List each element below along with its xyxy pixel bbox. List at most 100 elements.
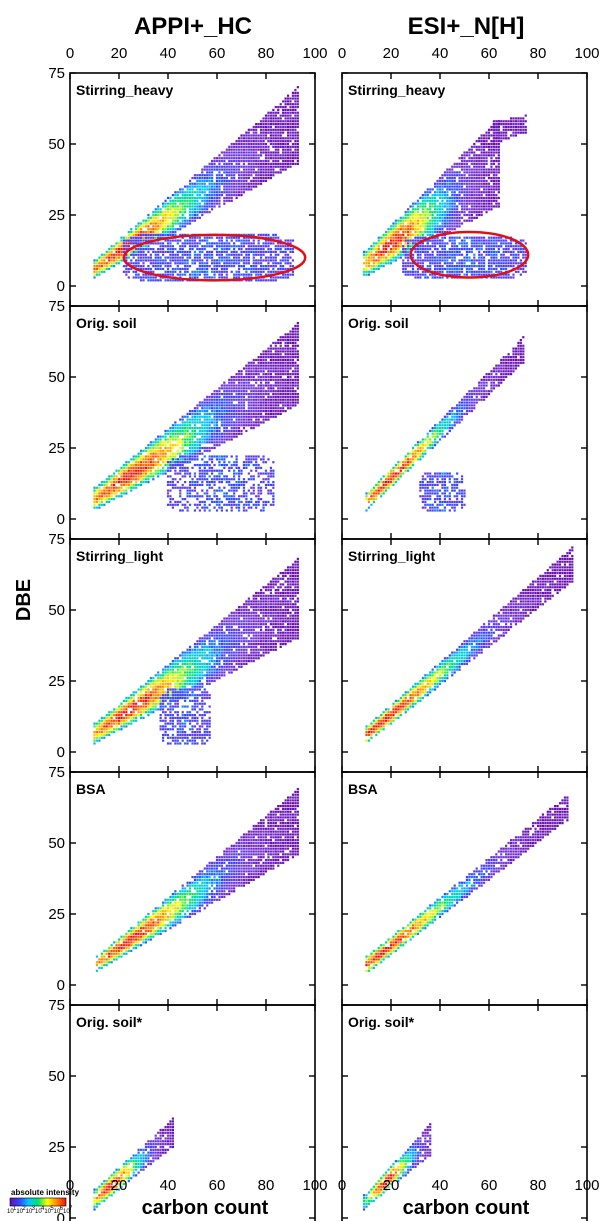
data-point [277, 128, 280, 131]
data-point [260, 381, 263, 384]
data-point [252, 162, 255, 165]
data-point [286, 165, 290, 168]
data-point [470, 176, 473, 180]
data-point [110, 475, 113, 478]
data-point [100, 489, 103, 492]
data-point [414, 239, 417, 242]
data-point [157, 444, 160, 447]
data-point [242, 176, 246, 180]
data-point [269, 162, 272, 165]
data-point [211, 398, 214, 401]
data-point [211, 245, 214, 248]
data-point [152, 230, 155, 234]
data-point [193, 176, 197, 180]
data-point [284, 165, 287, 168]
data-point [186, 418, 189, 421]
data-point [255, 131, 258, 134]
data-point [470, 270, 473, 273]
data-point [120, 247, 123, 251]
data-point [108, 492, 111, 495]
data-point [480, 185, 483, 188]
data-point [213, 424, 216, 427]
data-point [517, 253, 520, 256]
data-point [218, 162, 221, 165]
data-point [250, 387, 253, 390]
data-point [213, 182, 216, 185]
data-point [237, 424, 241, 427]
data-point [186, 262, 189, 265]
data-point [465, 176, 469, 180]
data-point [487, 208, 491, 211]
data-point [115, 469, 118, 472]
data-point [250, 270, 253, 273]
data-point [135, 472, 138, 475]
data-point [188, 219, 192, 222]
data-point [446, 222, 449, 225]
data-point [230, 415, 233, 418]
data-point [267, 162, 270, 165]
data-point [397, 225, 400, 228]
data-point [191, 446, 194, 450]
data-point [282, 142, 285, 146]
data-point [438, 250, 442, 254]
data-point [247, 421, 250, 424]
data-point [274, 265, 277, 268]
data-point [164, 216, 167, 219]
data-point [434, 219, 437, 222]
data-point [264, 174, 268, 177]
data-point [262, 140, 265, 143]
data-point [485, 253, 488, 256]
data-point [110, 489, 113, 492]
data-point [139, 466, 143, 469]
data-point [147, 265, 150, 268]
data-point [495, 259, 498, 262]
data-point [509, 134, 513, 137]
data-point [286, 262, 290, 265]
data-point [260, 162, 263, 165]
data-point [218, 409, 221, 413]
data-point [188, 185, 192, 188]
data-point [164, 446, 167, 450]
data-point [247, 145, 250, 148]
data-point [463, 239, 466, 242]
data-point [220, 245, 223, 248]
data-point [274, 140, 277, 143]
data-point [438, 245, 442, 248]
data-point [262, 270, 265, 273]
data-point [448, 273, 451, 276]
data-point [247, 381, 250, 384]
data-point [294, 154, 297, 157]
data-point [257, 384, 260, 387]
data-point [206, 236, 209, 239]
data-point [485, 202, 488, 205]
data-point [456, 162, 459, 165]
data-point [152, 441, 155, 444]
data-point [492, 194, 495, 197]
data-point [372, 253, 375, 256]
data-point [193, 205, 197, 208]
data-point [463, 219, 466, 222]
data-point [237, 239, 241, 242]
data-point [252, 384, 255, 387]
data-point [436, 219, 439, 222]
data-point [478, 205, 481, 208]
data-point [166, 265, 170, 268]
data-point [139, 279, 143, 282]
data-point [483, 142, 486, 146]
data-point [201, 211, 204, 214]
data-point [480, 256, 483, 259]
data-point [147, 458, 150, 461]
data-point [225, 262, 228, 265]
data-point [487, 134, 491, 137]
data-point [164, 435, 167, 438]
data-point [289, 140, 292, 143]
data-point [458, 225, 461, 228]
data-point [507, 259, 510, 262]
data-point [250, 128, 253, 131]
data-point [436, 205, 439, 208]
data-point [274, 125, 277, 129]
data-point [286, 123, 290, 126]
data-point [473, 165, 476, 168]
data-point [387, 233, 390, 236]
data-point [169, 245, 172, 248]
